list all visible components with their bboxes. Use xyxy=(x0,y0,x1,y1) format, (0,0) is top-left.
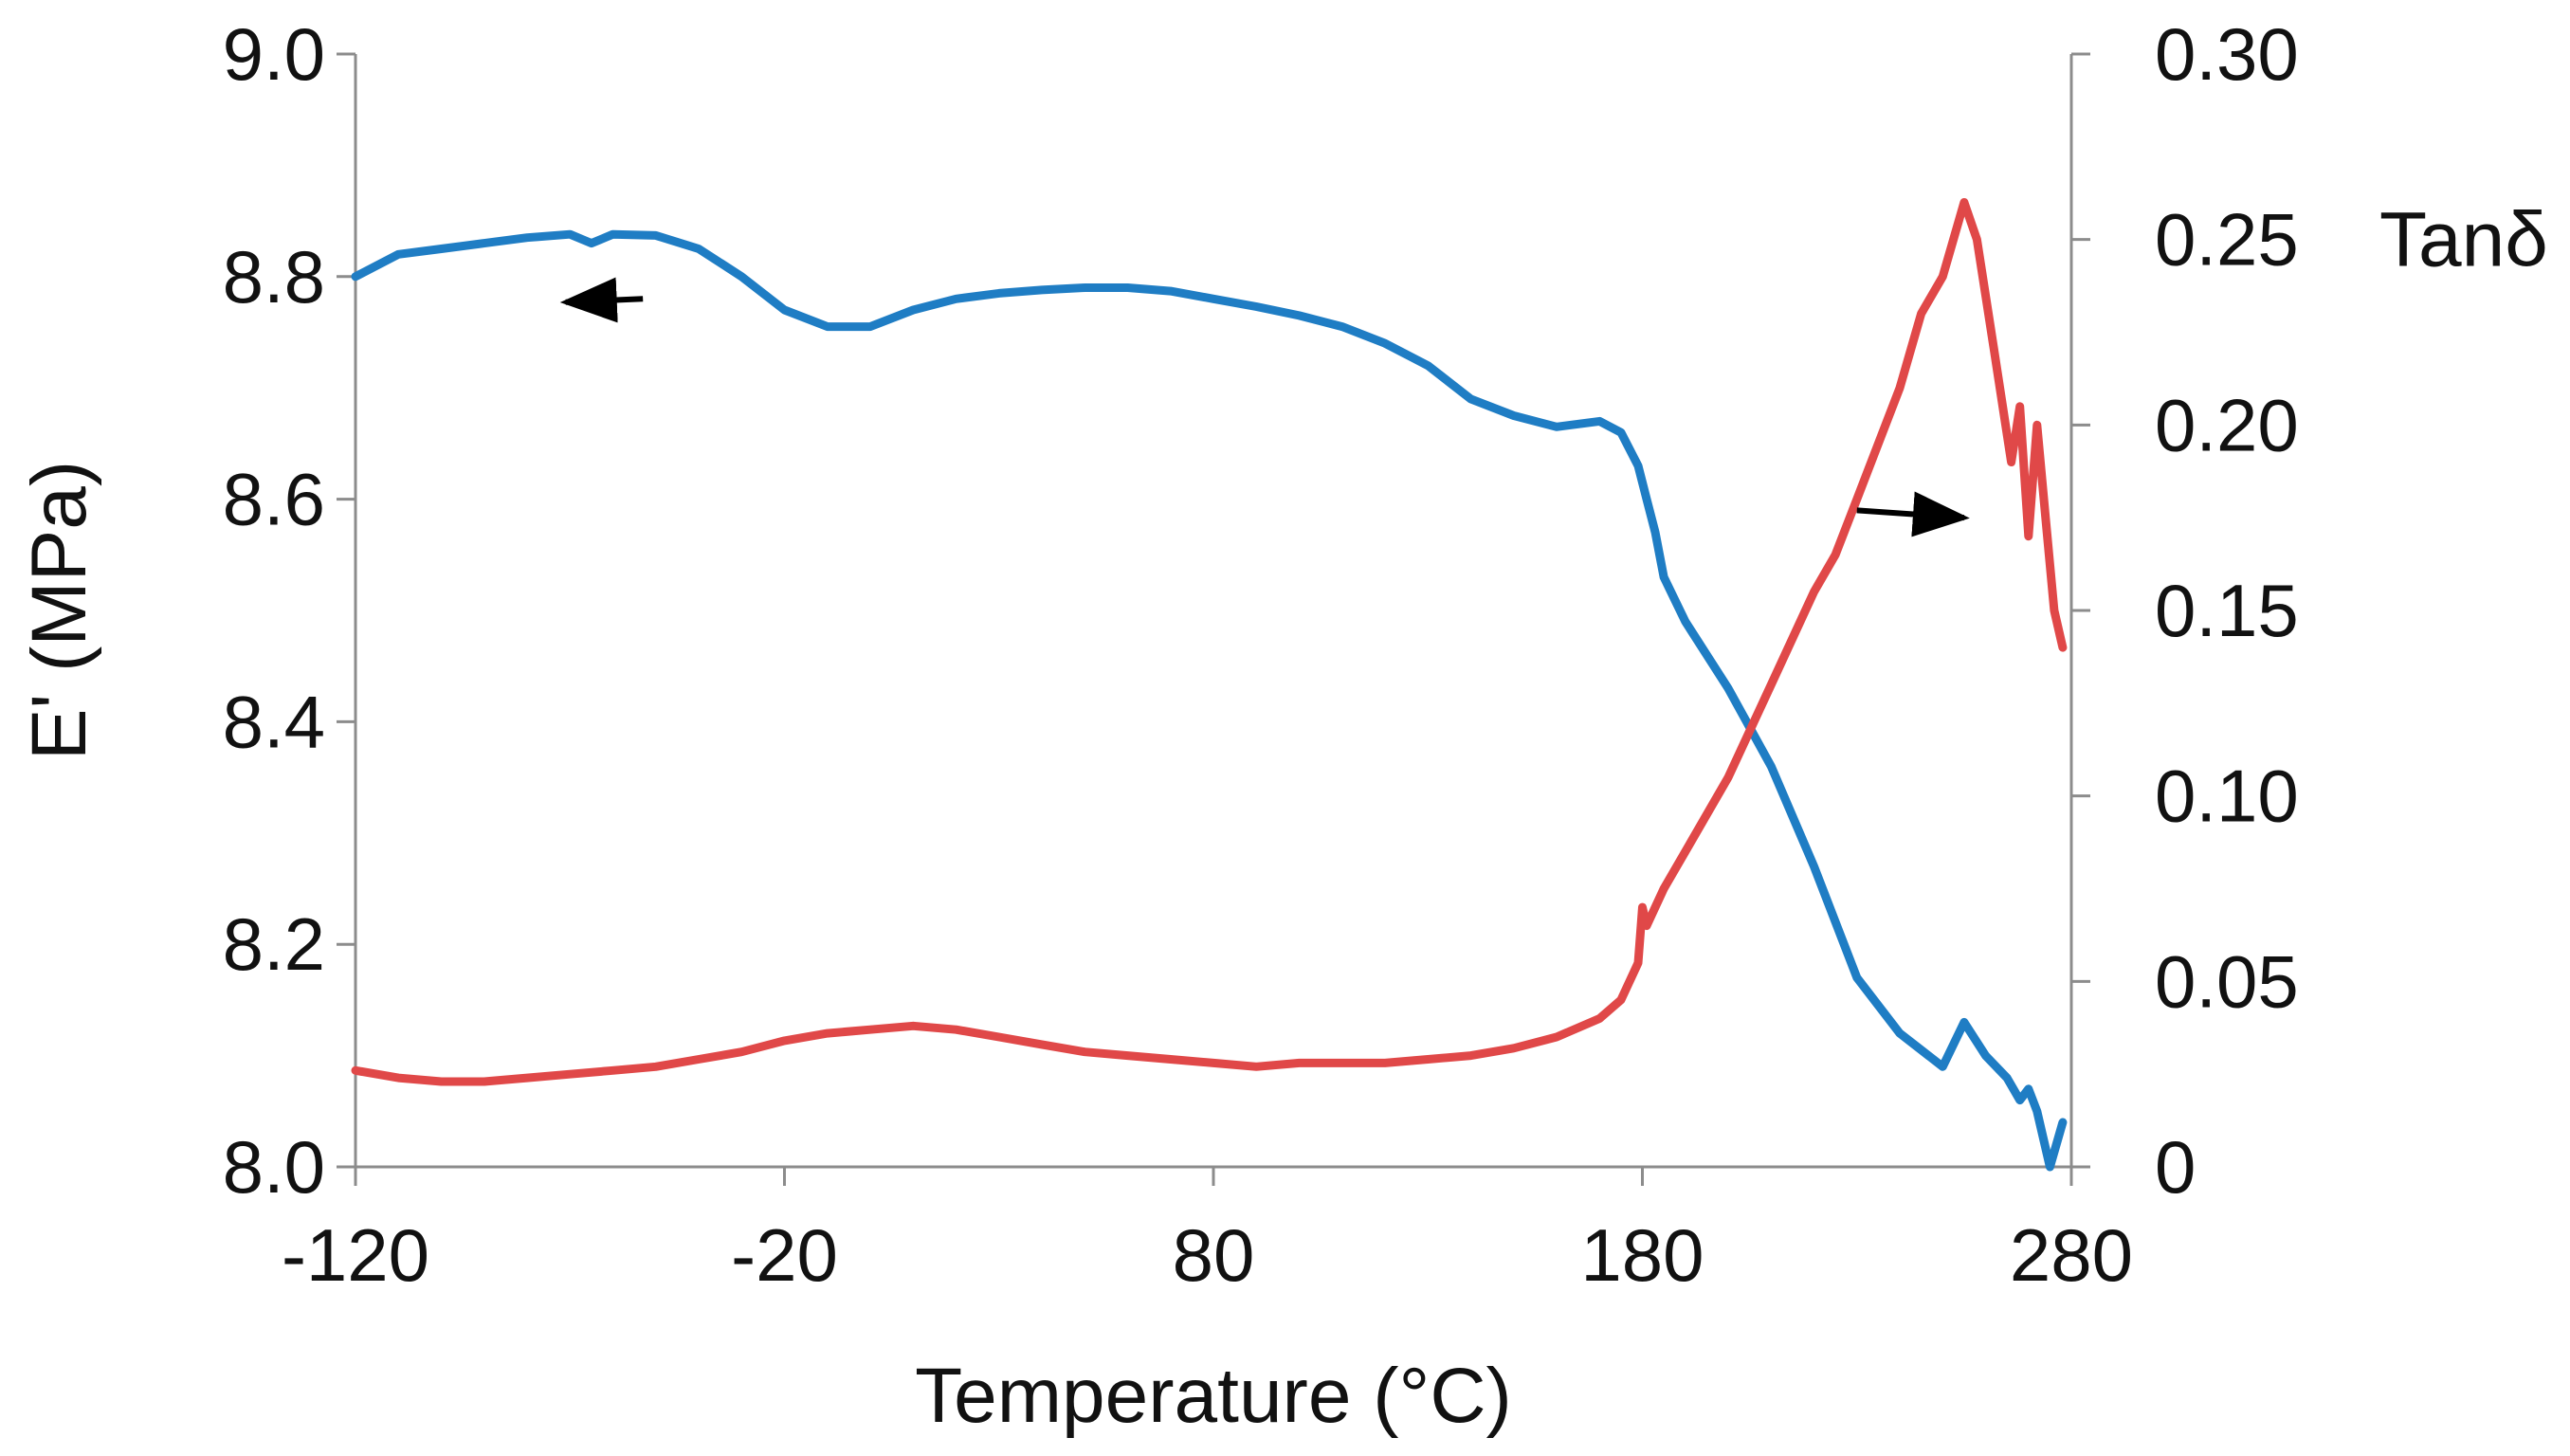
y-left-tick-label: 9.0 xyxy=(223,12,325,96)
y-right-tick-label: 0.30 xyxy=(2155,12,2299,96)
x-tick-label: 180 xyxy=(1580,1213,1704,1297)
series-e-prime-line xyxy=(351,229,2068,1172)
y-right-tick-label: 0.05 xyxy=(2155,939,2299,1023)
series-layer xyxy=(351,198,2068,1172)
x-tick-label: 80 xyxy=(1173,1213,1255,1297)
x-axis-title: Temperature (°C) xyxy=(915,1353,1512,1439)
y-left-tick-label: 8.4 xyxy=(223,680,325,763)
y-left-tick-label: 8.0 xyxy=(223,1125,325,1209)
y-right-tick-label: 0.10 xyxy=(2155,755,2299,838)
y-axis-title-right: Tanδ xyxy=(2379,197,2548,283)
annotations-layer xyxy=(559,277,1970,537)
y-right-tick-label: 0.25 xyxy=(2155,198,2299,282)
x-tick-label: -20 xyxy=(731,1213,838,1297)
x-tick-label: -120 xyxy=(282,1213,429,1297)
labels-layer: 8.0 8.2 8.4 8.6 8.8 9.0 0 0.05 0.10 0.15 0.20 0.25 0… xyxy=(16,12,2548,1439)
series-tan-delta-line xyxy=(351,198,2068,1086)
y-right-tick-label: 0 xyxy=(2155,1125,2196,1209)
x-tick-label: 280 xyxy=(2010,1213,2133,1297)
y-left-tick-label: 8.8 xyxy=(223,235,325,318)
y-right-tick-label: 0.20 xyxy=(2155,383,2299,466)
y-axis-title-left: E' (MPa) xyxy=(16,461,102,760)
y-left-tick-label: 8.6 xyxy=(223,458,325,541)
arrow-right-annotation xyxy=(1856,491,1970,537)
y-left-tick-label: 8.2 xyxy=(223,902,325,986)
y-right-tick-label: 0.15 xyxy=(2155,569,2299,652)
arrow-left-annotation xyxy=(559,277,644,323)
axes xyxy=(337,52,2090,1186)
